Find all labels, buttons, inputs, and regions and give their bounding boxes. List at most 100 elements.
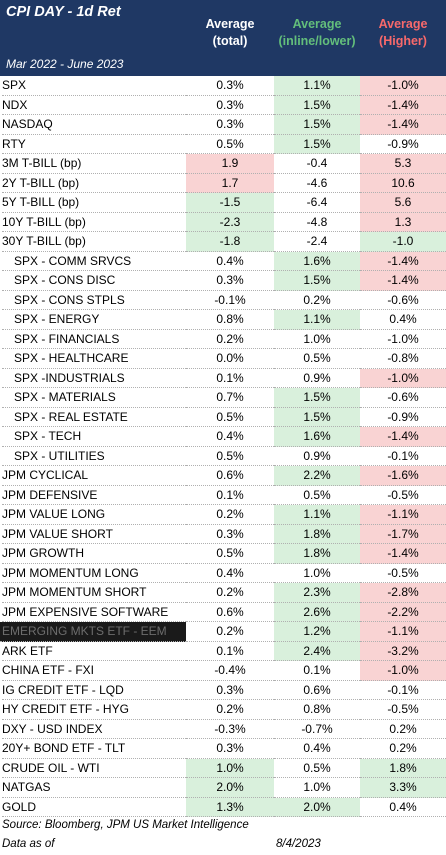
value-total: 0.3% — [186, 96, 274, 115]
value-inline-lower: 0.9% — [274, 447, 360, 466]
value-higher: -1.4% — [360, 95, 446, 115]
value-higher: -1.1% — [360, 505, 446, 525]
table-row: CHINA ETF - FXI -0.4% 0.1% -1.0% — [0, 661, 446, 681]
value-higher: -3.2% — [360, 641, 446, 661]
value-inline-lower: 0.8% — [274, 700, 360, 720]
value-higher: -0.8% — [360, 349, 446, 369]
value-higher: 3.3% — [360, 778, 446, 798]
value-higher: 0.2% — [360, 720, 446, 739]
table-row: 30Y T-BILL (bp) -1.8 -2.4 -1.0 — [0, 232, 446, 252]
row-label: RTY — [2, 135, 186, 154]
row-label: SPX - HEALTHCARE — [2, 349, 186, 369]
value-total: 1.0% — [186, 758, 274, 778]
value-total: 0.3% — [186, 271, 274, 291]
row-label: JPM VALUE SHORT — [2, 525, 186, 544]
value-higher: -1.0% — [360, 330, 446, 349]
row-label: CRUDE OIL - WTI — [2, 759, 186, 778]
row-label: SPX - UTILITIES — [2, 447, 186, 466]
value-inline-lower: 2.0% — [274, 797, 360, 817]
table-row: SPX - CONS DISC 0.3% 1.5% -1.4% — [0, 271, 446, 291]
value-inline-lower: 0.5% — [274, 486, 360, 505]
table-row: SPX - REAL ESTATE 0.5% 1.5% -0.9% — [0, 407, 446, 427]
value-inline-lower: 0.4% — [274, 739, 360, 759]
row-label: DXY - USD INDEX — [2, 720, 186, 739]
value-total: 0.1% — [186, 642, 274, 661]
value-total: 0.2% — [186, 505, 274, 525]
table-row: JPM VALUE LONG 0.2% 1.1% -1.1% — [0, 505, 446, 525]
value-higher: 1.8% — [360, 758, 446, 778]
value-higher: -0.5% — [360, 486, 446, 505]
row-label: EMERGING MKTS ETF - EEM — [0, 622, 186, 642]
row-label: JPM GROWTH — [2, 544, 186, 564]
table-row: SPX - COMM SRVCS 0.4% 1.6% -1.4% — [0, 251, 446, 271]
value-higher: -1.0% — [360, 368, 446, 388]
value-inline-lower: 0.6% — [274, 681, 360, 700]
value-inline-lower: 2.3% — [274, 583, 360, 603]
value-higher: -0.5% — [360, 700, 446, 720]
row-label: JPM EXPENSIVE SOFTWARE — [2, 603, 186, 622]
value-inline-lower: 1.6% — [274, 427, 360, 447]
row-label: NDX — [2, 96, 186, 115]
value-total: 0.4% — [186, 564, 274, 583]
value-inline-lower: 1.0% — [274, 564, 360, 583]
value-total: 0.3% — [186, 76, 274, 96]
value-total: 1.9 — [186, 154, 274, 174]
table-title: CPI DAY - 1d Ret — [6, 4, 121, 20]
table-row: SPX - FINANCIALS 0.2% 1.0% -1.0% — [0, 330, 446, 349]
value-inline-lower: 1.5% — [274, 388, 360, 408]
value-total: 0.6% — [186, 603, 274, 622]
table-header: CPI DAY - 1d Ret Mar 2022 - June 2023 Av… — [0, 0, 446, 76]
table-row: RTY 0.5% 1.5% -0.9% — [0, 134, 446, 154]
table-row: GOLD 1.3% 2.0% 0.4% — [0, 797, 446, 817]
value-total: 2.0% — [186, 778, 274, 798]
value-inline-lower: 0.1% — [274, 661, 360, 681]
value-total: 0.2% — [186, 700, 274, 720]
row-label: HY CREDIT ETF - HYG — [2, 700, 186, 720]
value-higher: -0.1% — [360, 681, 446, 700]
value-inline-lower: 1.8% — [274, 544, 360, 564]
table-row: EMERGING MKTS ETF - EEM 0.2% 1.2% -1.1% — [0, 622, 446, 642]
value-inline-lower: -4.6 — [274, 174, 360, 193]
value-higher: -1.0 — [360, 232, 446, 252]
value-inline-lower: 1.5% — [274, 271, 360, 291]
value-higher: -1.0% — [360, 661, 446, 681]
value-inline-lower: 1.0% — [274, 778, 360, 798]
row-label: 10Y T-BILL (bp) — [2, 213, 186, 232]
value-inline-lower: -2.4 — [274, 232, 360, 252]
table-row: IG CREDIT ETF - LQD 0.3% 0.6% -0.1% — [0, 681, 446, 700]
value-total: 1.7 — [186, 173, 274, 193]
date-range-subtitle: Mar 2022 - June 2023 — [6, 57, 124, 71]
row-label: 20Y+ BOND ETF - TLT — [2, 739, 186, 759]
table-row: CRUDE OIL - WTI 1.0% 0.5% 1.8% — [0, 758, 446, 778]
row-label: 2Y T-BILL (bp) — [2, 174, 186, 193]
table-row: JPM EXPENSIVE SOFTWARE 0.6% 2.6% -2.2% — [0, 602, 446, 622]
value-inline-lower: 0.5% — [274, 349, 360, 369]
table-row: 3M T-BILL (bp) 1.9 -0.4 5.3 — [0, 154, 446, 174]
column-header-higher: Average (Higher) — [378, 17, 428, 48]
value-higher: 5.3 — [360, 154, 446, 174]
row-label: SPX - COMM SRVCS — [2, 252, 186, 271]
value-total: 0.8% — [186, 310, 274, 330]
value-total: 0.5% — [186, 447, 274, 466]
table-row: JPM VALUE SHORT 0.3% 1.8% -1.7% — [0, 524, 446, 544]
value-inline-lower: 1.1% — [274, 505, 360, 525]
value-inline-lower: 1.1% — [274, 76, 360, 96]
value-higher: -0.5% — [360, 564, 446, 583]
table-row: 10Y T-BILL (bp) -2.3 -4.8 1.3 — [0, 212, 446, 232]
table-row: SPX - HEALTHCARE 0.0% 0.5% -0.8% — [0, 349, 446, 369]
table-row: SPX - CONS STPLS -0.1% 0.2% -0.6% — [0, 291, 446, 310]
table-row: 20Y+ BOND ETF - TLT 0.3% 0.4% 0.2% — [0, 739, 446, 759]
value-total: 0.2% — [186, 622, 274, 642]
value-higher: -1.4% — [360, 115, 446, 135]
table-row: DXY - USD INDEX -0.3% -0.7% 0.2% — [0, 720, 446, 739]
row-label: 3M T-BILL (bp) — [2, 154, 186, 174]
row-label: SPX - CONS DISC — [2, 271, 186, 291]
value-higher: -1.4% — [360, 271, 446, 291]
value-higher: -1.4% — [360, 544, 446, 564]
value-total: 0.5% — [186, 408, 274, 427]
row-label: NASDAQ — [2, 115, 186, 135]
row-label: SPX — [2, 76, 186, 96]
value-inline-lower: -6.4 — [274, 193, 360, 213]
value-higher: -2.8% — [360, 583, 446, 603]
value-inline-lower: 1.1% — [274, 310, 360, 330]
